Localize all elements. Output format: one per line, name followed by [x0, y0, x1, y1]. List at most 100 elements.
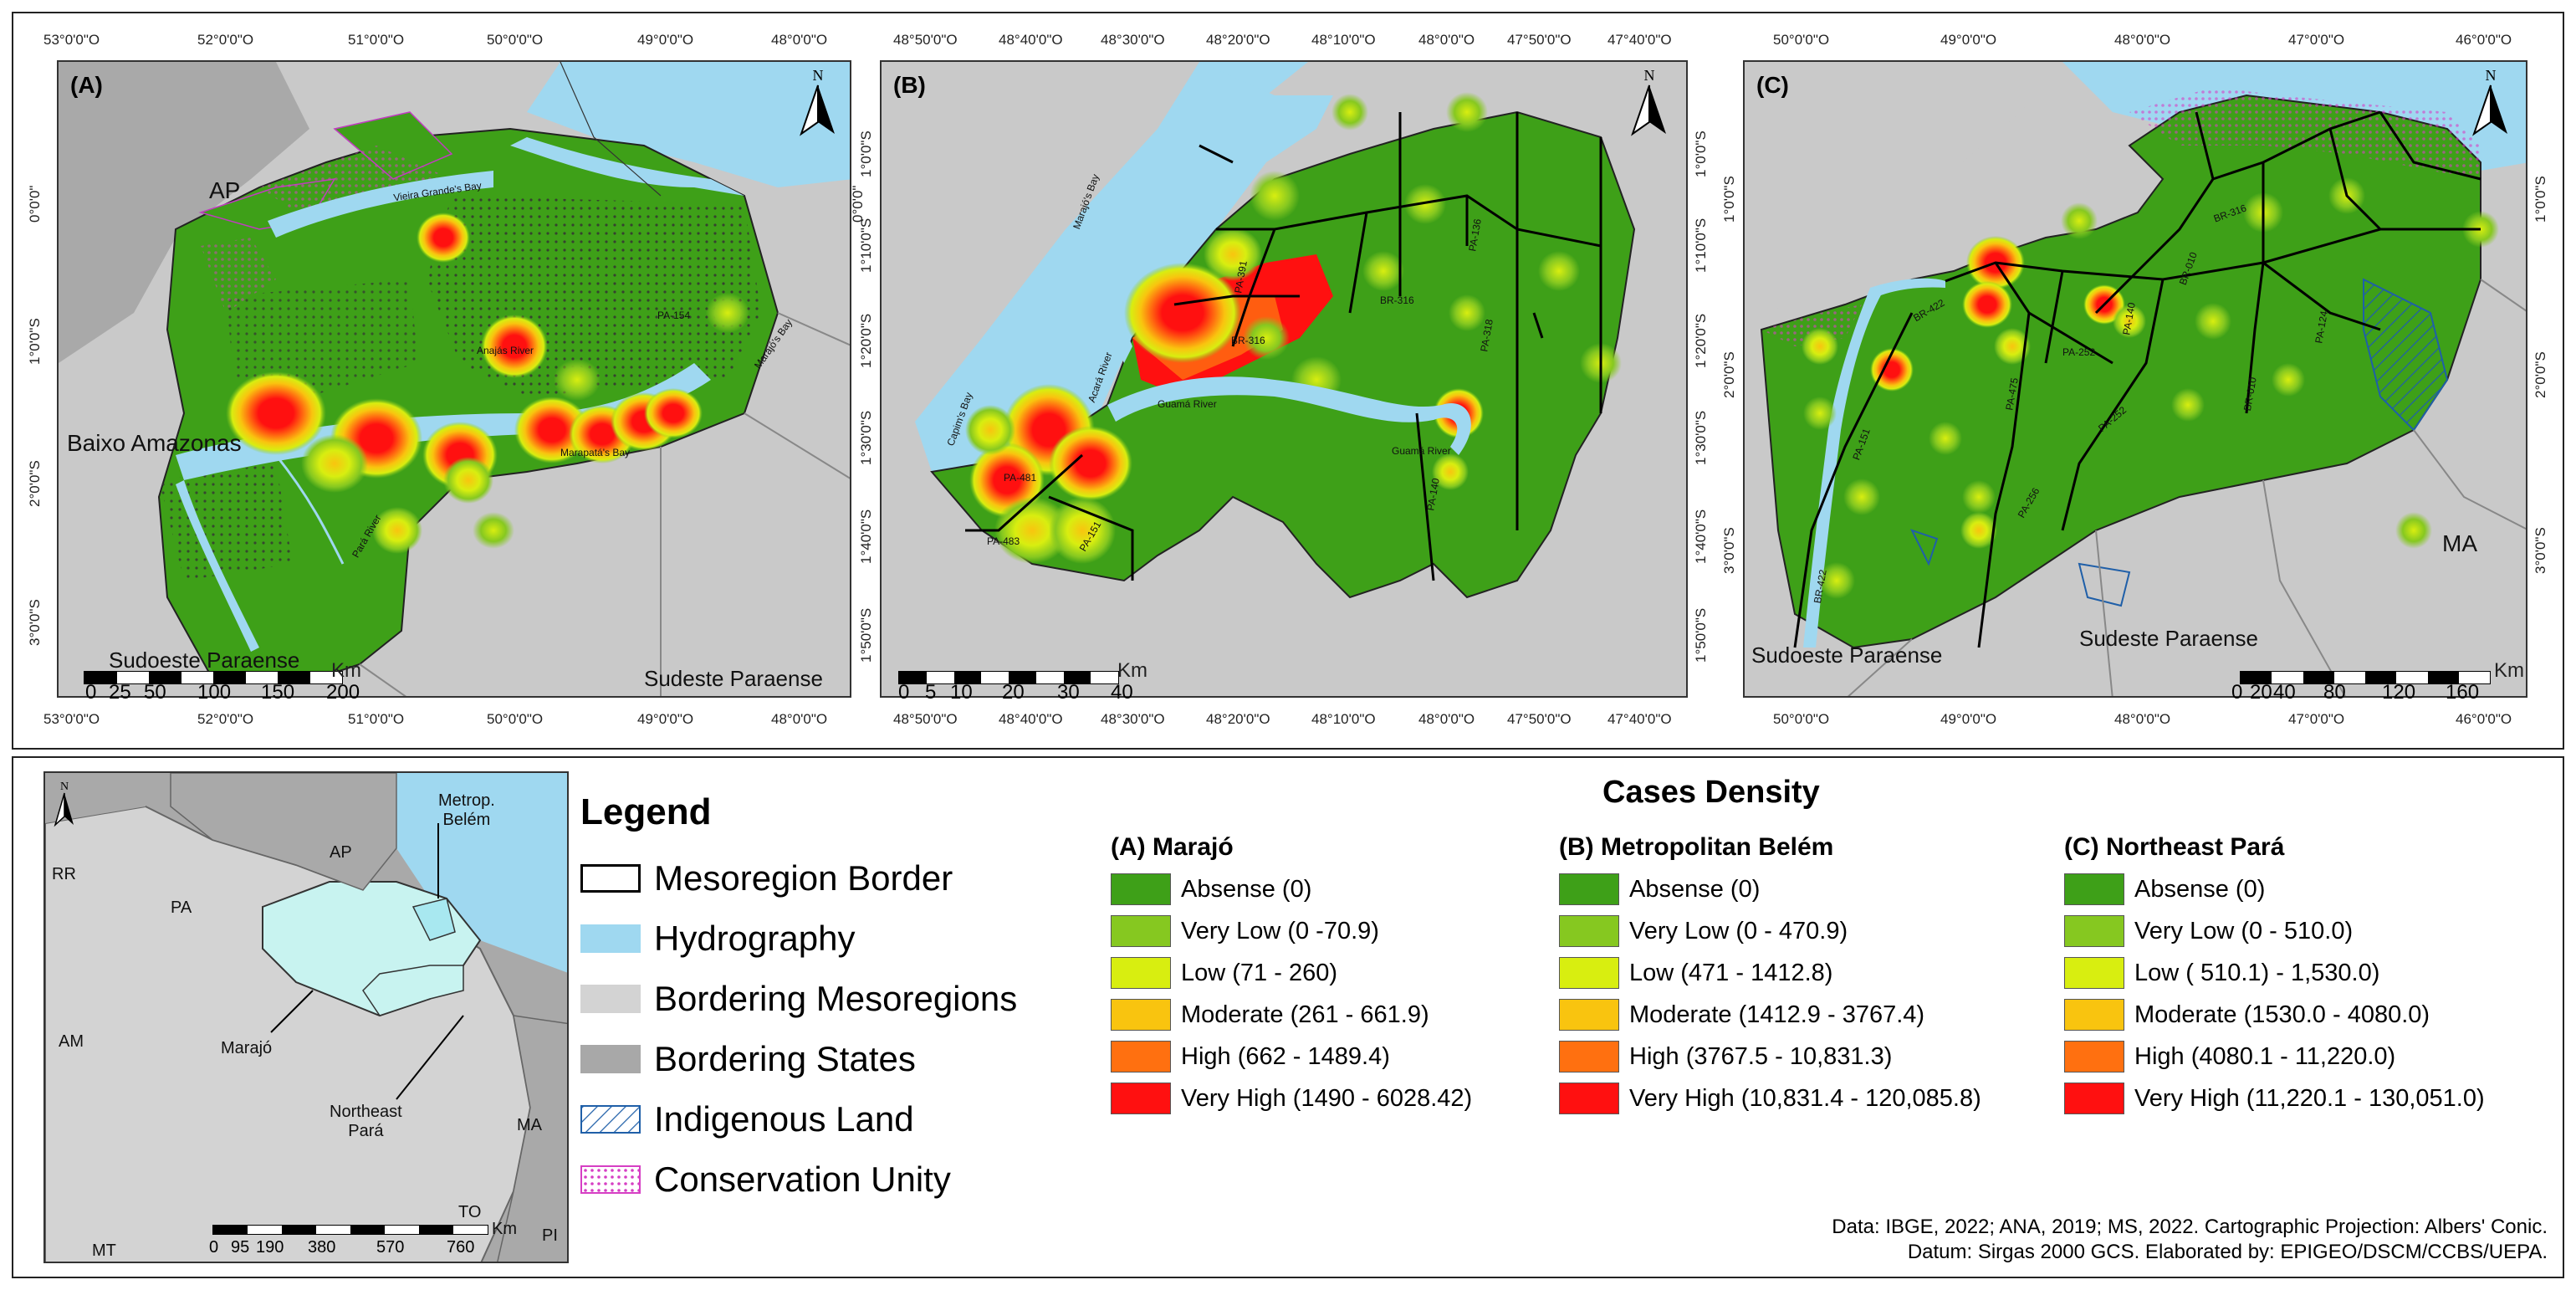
label-sudeste-paraense: Sudeste Paraense — [644, 666, 823, 691]
inset-label-mt: MT — [92, 1241, 116, 1260]
label-anajas-river: Anajás River — [477, 345, 534, 356]
coord-a-bottom-2: 51°0'0"O — [348, 711, 405, 727]
cases-density-item-label: Low (71 - 260) — [1181, 959, 1337, 986]
coord-b-bottom-7: 47°40'0"O — [1607, 711, 1672, 727]
coord-b-left-2: 1°20'0"S — [858, 313, 874, 368]
coord-c-top-4: 46°0'0"O — [2456, 32, 2512, 48]
coord-b-bottom-5: 48°0'0"O — [1418, 711, 1475, 727]
coord-c-left-0: 1°0'0"S — [1721, 176, 1737, 223]
inset-label-am: AM — [59, 1032, 84, 1051]
cases-density-swatch — [1111, 999, 1171, 1031]
legend-item-label: Mesoregion Border — [654, 858, 953, 898]
cases-density-item-label: Very High (1490 - 6028.42) — [1181, 1084, 1473, 1112]
map-a-scale-bar — [84, 671, 343, 684]
map-b-scale-bar — [898, 671, 1119, 684]
legend-swatch-hatch-icon — [580, 1105, 641, 1134]
coord-b-top-7: 47°40'0"O — [1607, 32, 1672, 48]
north-label: N — [60, 781, 69, 793]
coord-c-top-3: 47°0'0"O — [2288, 32, 2345, 48]
legend-title: Legend — [580, 791, 712, 832]
north-label: N — [1644, 67, 1655, 84]
legend-item-bordering-states: Bordering States — [580, 1039, 916, 1079]
cases-density-swatch — [1111, 957, 1171, 989]
cases-density-item-label: Moderate (261 - 661.9) — [1181, 1001, 1429, 1028]
cases-density-swatch — [1559, 915, 1619, 947]
coord-a-bottom-3: 50°0'0"O — [487, 711, 544, 727]
coord-b-right-2: 1°20'0"S — [1693, 313, 1709, 368]
coord-a-top-3: 50°0'0"O — [487, 32, 544, 48]
legend-panel: RR AP PA AM MA TO MT PI Metrop. Belém Ma… — [12, 756, 2564, 1278]
cases-density-item-label: Absense (0) — [2134, 875, 2266, 903]
coord-c-right-0: 1°0'0"S — [2533, 176, 2548, 223]
coord-b-left-0: 1°0'0"S — [858, 131, 874, 177]
maps-panel: (A) AP Baixo Amazonas Sudoeste Paraense … — [12, 12, 2564, 750]
label-b-guama-river-2: Guamá River — [1392, 445, 1451, 457]
cases-density-swatch — [1559, 999, 1619, 1031]
coord-b-top-2: 48°30'0"O — [1101, 32, 1165, 48]
cases-density-swatch — [1559, 873, 1619, 905]
coord-a-bottom-1: 52°0'0"O — [197, 711, 254, 727]
cases-density-title: Cases Density — [1602, 775, 1820, 810]
coord-b-bottom-4: 48°10'0"O — [1311, 711, 1376, 727]
map-c-label: (C) — [1756, 72, 1789, 98]
coord-c-bottom-3: 47°0'0"O — [2288, 711, 2345, 727]
cases-density-swatch — [1559, 957, 1619, 989]
coord-b-right-4: 1°40'0"S — [1693, 509, 1709, 564]
cases-density-item: Moderate (261 - 661.9) — [1111, 999, 1429, 1031]
coord-b-top-6: 47°50'0"O — [1507, 32, 1572, 48]
coord-c-top-1: 49°0'0"O — [1940, 32, 1997, 48]
inset-scale-unit: Km — [492, 1220, 517, 1238]
cases-density-item-label: Absense (0) — [1629, 875, 1761, 903]
legend-item-label: Conservation Unity — [654, 1159, 951, 1199]
map-a-label: (A) — [70, 72, 103, 98]
cases-density-item-label: Very High (11,220.1 - 130,051.0) — [2134, 1084, 2485, 1112]
coord-c-left-2: 3°0'0"S — [1721, 527, 1737, 574]
cases-density-swatch — [1559, 1041, 1619, 1072]
label-b-guama-river: Guamá River — [1158, 398, 1217, 410]
cases-density-item: Very Low (0 - 470.9) — [1559, 915, 1848, 947]
coord-b-left-4: 1°40'0"S — [858, 509, 874, 564]
inset-location-map: RR AP PA AM MA TO MT PI Metrop. Belém Ma… — [43, 771, 569, 1263]
coord-a-top-5: 48°0'0"O — [771, 32, 828, 48]
coord-b-bottom-2: 48°30'0"O — [1101, 711, 1165, 727]
credits: Data: IBGE, 2022; ANA, 2019; MS, 2022. C… — [1832, 1215, 2548, 1265]
coord-b-bottom-6: 47°50'0"O — [1507, 711, 1572, 727]
map-c-scale-unit: Km — [2494, 659, 2524, 682]
cases-density-swatch — [2064, 873, 2124, 905]
cases-density-item: Moderate (1412.9 - 3767.4) — [1559, 999, 1924, 1031]
inset-scale-bar — [212, 1225, 488, 1235]
inset-label-to: TO — [458, 1203, 482, 1221]
label-b-br316-b: BR-316 — [1380, 294, 1414, 306]
label-sudoeste-paraense: Sudoeste Paraense — [109, 648, 300, 673]
coord-c-top-0: 50°0'0"O — [1773, 32, 1830, 48]
legend-item-mesoregion-border: Mesoregion Border — [580, 858, 953, 898]
cases-density-item: High (3767.5 - 10,831.3) — [1559, 1041, 1892, 1072]
coord-a-left-2: 2°0'0"S — [27, 460, 43, 507]
cases-density-item: Very High (11,220.1 - 130,051.0) — [2064, 1083, 2485, 1114]
cases-density-item: Very Low (0 -70.9) — [1111, 915, 1379, 947]
inset-label-northeast-para: Northeast Pará — [330, 1103, 402, 1140]
coord-c-bottom-1: 49°0'0"O — [1940, 711, 1997, 727]
coord-b-bottom-1: 48°40'0"O — [999, 711, 1063, 727]
cases-density-item-label: Moderate (1530.0 - 4080.0) — [2134, 1001, 2430, 1028]
inset-label-metro-belem: Metrop. Belém — [438, 791, 495, 829]
cases-density-swatch — [2064, 915, 2124, 947]
cases-density-item: High (4080.1 - 11,220.0) — [2064, 1041, 2395, 1072]
cases-density-swatch — [1111, 873, 1171, 905]
cases-density-column-title: (B) Metropolitan Belém — [1559, 833, 1834, 861]
cases-density-swatch — [1111, 1041, 1171, 1072]
coord-c-right-1: 2°0'0"S — [2533, 351, 2548, 398]
legend-item-label: Bordering States — [654, 1039, 916, 1078]
coord-c-bottom-2: 48°0'0"O — [2114, 711, 2171, 727]
credits-line-1: Data: IBGE, 2022; ANA, 2019; MS, 2022. C… — [1832, 1216, 2548, 1238]
cases-density-item-label: High (4080.1 - 11,220.0) — [2134, 1042, 2396, 1070]
coord-a-bottom-4: 49°0'0"O — [637, 711, 694, 727]
credits-line-2: Datum: Sirgas 2000 GCS. Elaborated by: E… — [1907, 1241, 2548, 1263]
map-b-label: (B) — [893, 72, 926, 98]
coord-a-left-0: 0°0'0" — [27, 185, 43, 223]
cases-density-item-label: Absense (0) — [1181, 875, 1312, 903]
coord-a-bottom-0: 53°0'0"O — [43, 711, 100, 727]
legend-swatch — [580, 1045, 641, 1073]
coord-b-top-0: 48°50'0"O — [893, 32, 958, 48]
legend-item-bordering-mesoregions: Bordering Mesoregions — [580, 979, 1017, 1019]
